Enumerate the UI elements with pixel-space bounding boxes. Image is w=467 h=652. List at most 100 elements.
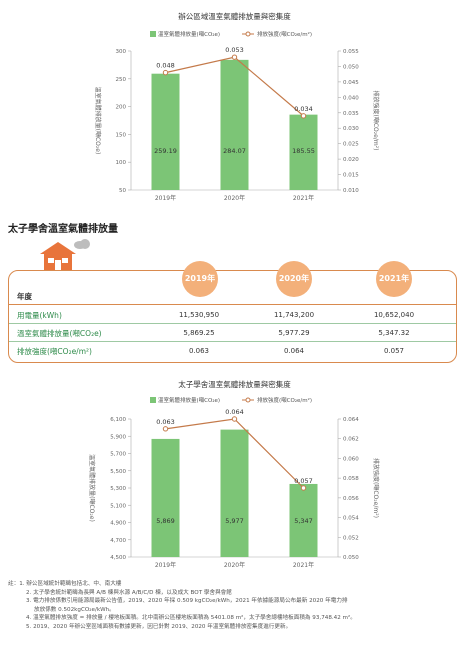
intensity-point [231,416,238,422]
x-tick-label: 2020年 [224,561,245,569]
y2-tick-label: 0.056 [343,496,359,502]
table-row: 溫室氣體排放量(噸CO₂e) 5,869.25 5,977.29 5,347.3… [9,324,456,342]
cell-value: 5,347.32 [378,329,410,337]
cell-value: 5,869.25 [183,329,215,337]
y-tick-label: 5,900 [110,434,126,440]
y2-axis-title: 排放強度(噸CO₂e/m²) [372,91,380,151]
intensity-point [162,69,169,76]
cell-value: 10,652,040 [373,311,415,319]
cell-value: 0.063 [188,347,210,355]
y2-tick-label: 0.060 [343,456,359,462]
y2-tick-label: 0.035 [343,111,359,117]
intensity-point [162,426,169,432]
y2-tick-label: 0.052 [343,535,359,541]
year-badge-2020: 2020年 [276,261,312,297]
intensity-point [231,54,238,60]
intensity-label: 0.063 [156,418,175,426]
bar [289,114,318,190]
year-badge-2019: 2019年 [182,261,218,297]
y-tick-label: 5,100 [110,503,126,509]
row-label-emissions: 溫室氣體排放量(噸CO₂e) [17,329,102,338]
cell-value: 11,530,950 [178,311,220,319]
y2-tick-label: 0.015 [343,173,359,179]
legend-marker [245,31,251,37]
y2-tick-label: 0.055 [343,49,359,55]
y2-tick-label: 0.064 [343,417,359,423]
legend-swatch-bar [150,397,156,403]
bar [220,59,249,190]
y-tick-label: 100 [116,160,127,166]
y2-tick-label: 0.054 [343,516,359,522]
footnotes: 註：1. 辦公區域統計範疇包括北、中、南大樓 2. 太子學舍統計範疇為長興 A/… [8,580,460,632]
x-tick-label: 2021年 [293,561,314,569]
x-tick-label: 2021年 [293,194,314,202]
note-line: 5. 2019、2020 年辦公室區域面積有數據更新，因已針對 2019、202… [26,623,292,630]
emissions-table: 年度 2019年 2020年 2021年 用電量(kWh) 11,530,950… [8,261,457,363]
y-axis-title: 溫室氣體排放量(噸CO₂e) [88,454,96,522]
bar-value-label: 284.07 [223,147,246,155]
y-tick-label: 4,900 [110,521,126,527]
table-row: 用電量(kWh) 11,530,950 11,743,200 10,652,04… [9,306,456,324]
chart-title: 辦公區域溫室氣體排放量與密集度 [178,11,291,21]
y2-tick-label: 0.050 [343,555,359,561]
bar-value-label: 259.19 [154,147,177,155]
y2-tick-label: 0.025 [343,142,359,148]
y-axis-title: 溫室氣體排放量(噸CO₂e) [94,87,102,155]
legend-swatch-bar [150,31,156,37]
y-tick-label: 4,500 [110,555,126,561]
cell-value: 11,743,200 [273,311,315,319]
bar [151,73,180,190]
y2-tick-label: 0.045 [343,80,359,86]
y-tick-label: 5,300 [110,486,126,492]
note-line: 2. 太子學舍統計範疇為長興 A/B 棟與水源 A/B/C/D 棟，以及成大 B… [26,589,232,596]
bar-value-label: 5,977 [225,517,244,525]
cell-value: 5,977.29 [278,329,310,337]
bar-value-label: 185.55 [292,147,315,155]
legend-label: 溫室氣體排放量(噸CO₂e) [158,30,220,38]
note-line: 3. 電力排放係數引用能源局最新公告值，2019、2020 年採 0.509 k… [26,598,348,605]
y-tick-label: 250 [116,77,127,83]
x-tick-label: 2020年 [224,194,245,202]
y-tick-label: 300 [116,49,127,55]
x-tick-label: 2019年 [155,194,176,202]
y2-tick-label: 0.020 [343,157,359,163]
y-tick-label: 200 [116,105,127,111]
bar [289,483,318,557]
table-header-label: 年度 [17,292,32,301]
y-tick-label: 5,500 [110,469,126,475]
bar-value-label: 5,347 [294,517,313,525]
x-tick-label: 2019年 [155,561,176,569]
house-icon [40,242,76,270]
chart-title: 太子學舍溫室氣體排放量與密集度 [178,379,291,389]
intensity-point [300,485,307,491]
bar [151,438,180,557]
y2-tick-label: 0.058 [343,476,359,482]
intensity-label: 0.064 [225,408,244,416]
cell-value: 0.064 [283,347,305,355]
note-line: 放放係數 0.502kgCO₂e/kWh。 [34,606,115,613]
section-title: 太子學舍溫室氣體排放量 [8,224,118,235]
row-label-intensity: 排放強度(噸CO₂e/m²) [17,347,92,356]
y2-axis-title: 排放強度(噸CO₂e/m²) [372,458,380,518]
y-tick-label: 6,100 [110,417,126,423]
y2-tick-label: 0.040 [343,95,359,101]
legend-label: 溫室氣體排放量(噸CO₂e) [158,396,220,404]
y2-tick-label: 0.030 [343,126,359,132]
y-tick-label: 4,700 [110,538,126,544]
legend-label: 排放強度(噸CO₂e/m²) [257,396,312,404]
cloud-icon [74,239,90,249]
y2-tick-label: 0.010 [343,188,359,194]
row-label-electricity: 用電量(kWh) [17,311,62,320]
bar [220,429,249,557]
y-tick-label: 50 [119,188,126,194]
table-header-row: 年度 [9,287,456,305]
bar-value-label: 5,869 [156,517,175,525]
y2-tick-label: 0.062 [343,437,359,443]
intensity-label: 0.034 [294,105,313,113]
y-tick-label: 150 [116,132,127,138]
intensity-label: 0.057 [294,477,313,485]
intensity-point [300,113,307,119]
year-badge-2021: 2021年 [376,261,412,297]
